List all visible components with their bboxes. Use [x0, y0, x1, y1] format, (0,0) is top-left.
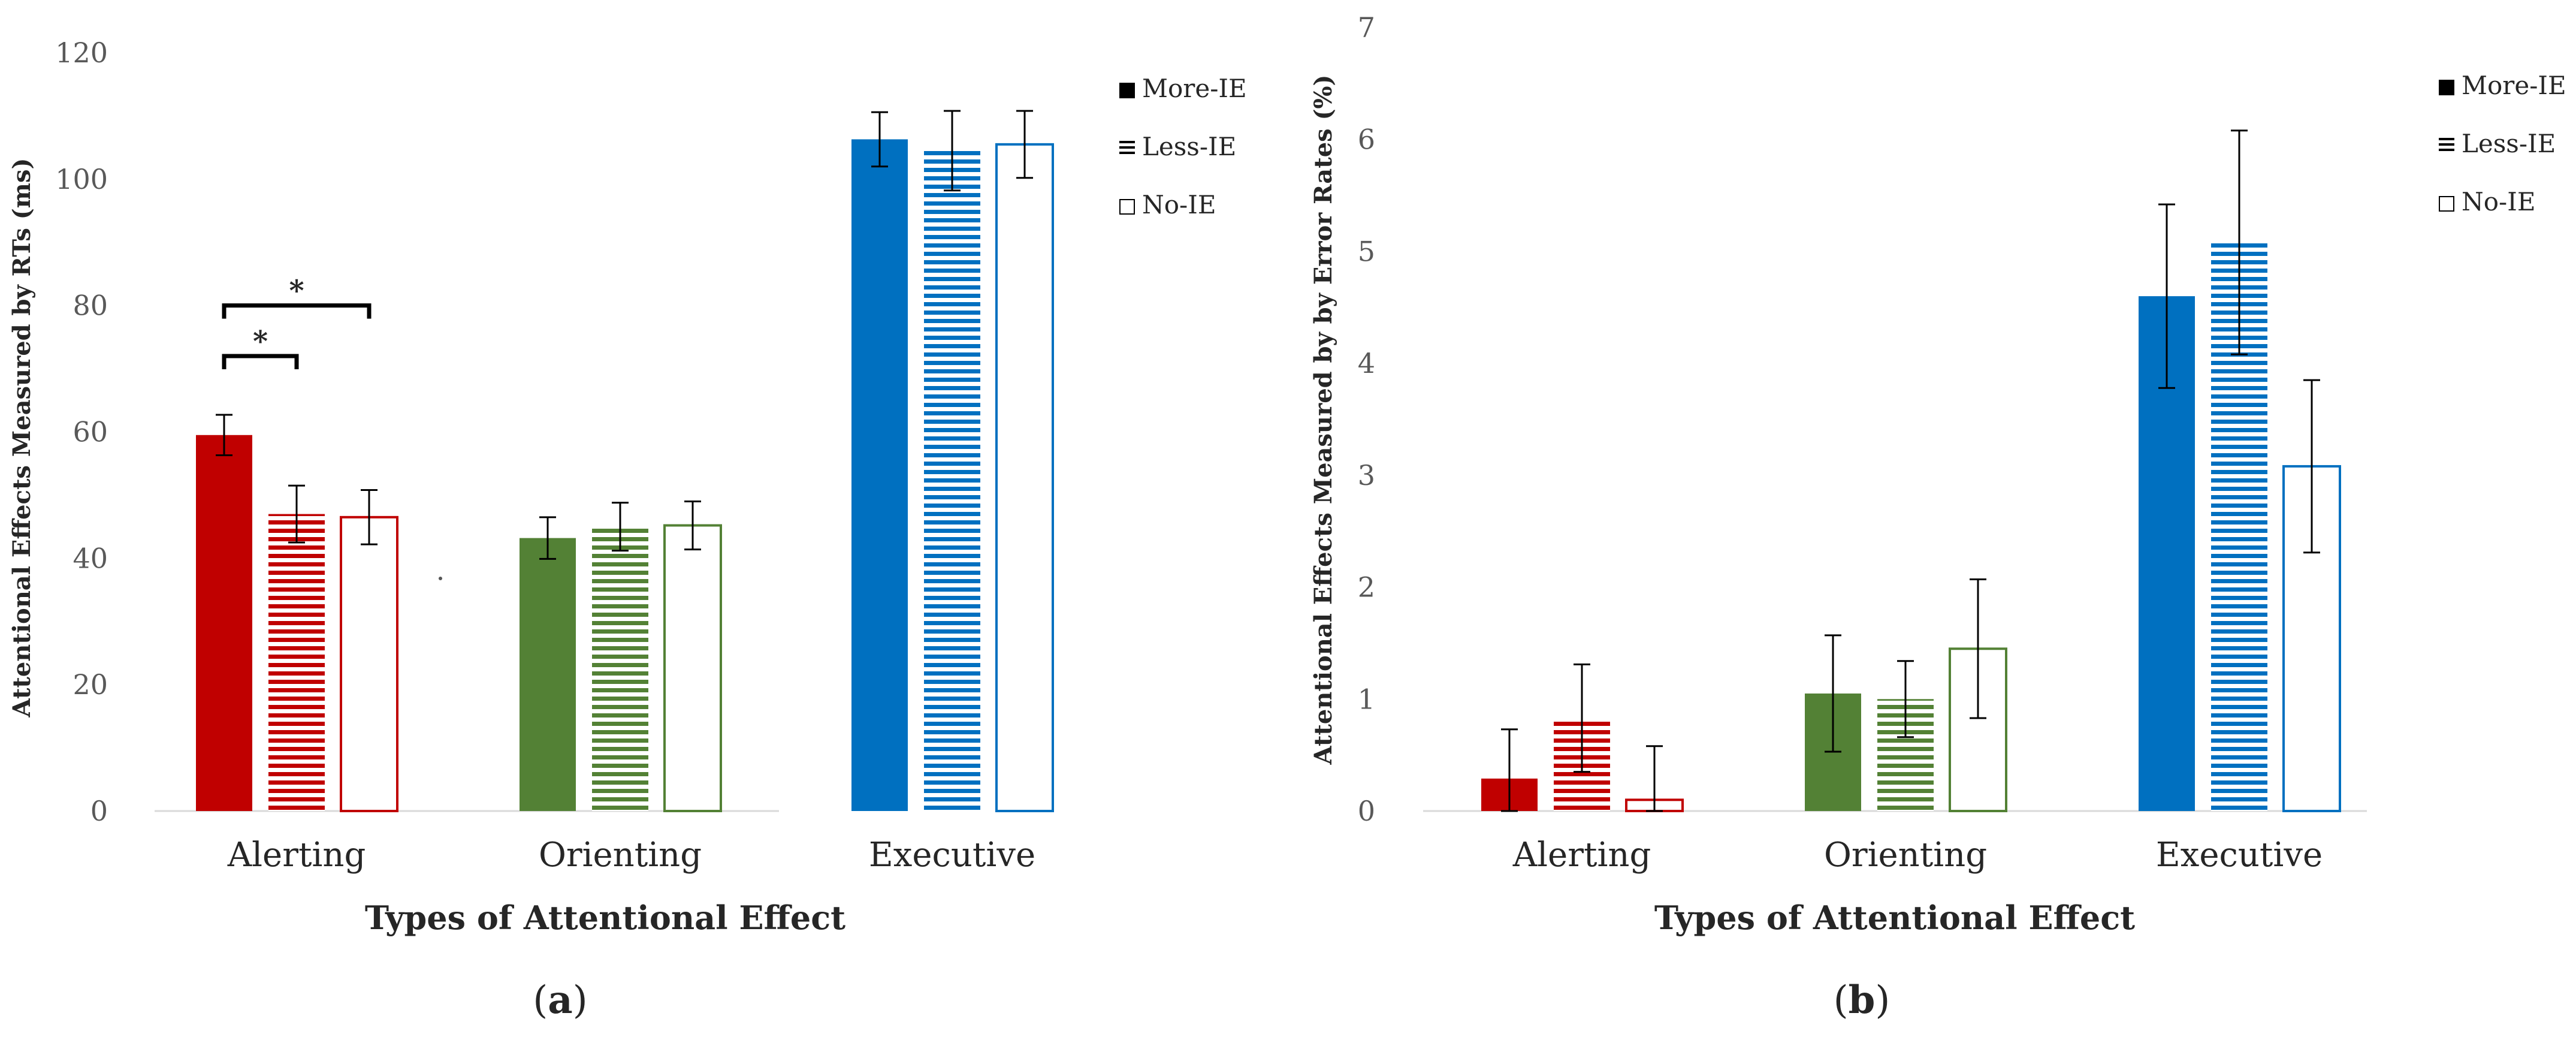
significance-star: *	[289, 275, 304, 308]
y-tick-label: 60	[73, 416, 108, 448]
legend-swatch-stripe	[1119, 146, 1135, 149]
x-axis-title: Types of Attentional Effect	[1654, 899, 2135, 937]
x-axis-title: Types of Attentional Effect	[365, 899, 845, 937]
y-tick-label: 100	[55, 163, 108, 195]
legend: More-IE Less-IE No-IE	[1119, 74, 1247, 219]
bar-alerting-more-ie	[196, 435, 252, 811]
bar-orienting-more-ie	[520, 538, 576, 811]
legend-swatch-stripe	[2439, 138, 2454, 140]
category-label-alerting: Alerting	[227, 836, 366, 875]
bar-orienting-less-ie	[592, 526, 648, 811]
y-tick-label: 6	[1358, 123, 1375, 156]
chart-a: 0 20 40 60 80 100 120 Alerting Orienting Executiv…	[8, 37, 1247, 1023]
category-label-executive: Executive	[2156, 836, 2323, 875]
y-tick-label: 3	[1358, 459, 1375, 492]
legend-label: More-IE	[2462, 71, 2566, 100]
significance-bracket	[222, 354, 299, 369]
bar-orienting-no-ie	[663, 524, 722, 812]
significance-bracket	[222, 303, 372, 319]
y-tick-label: 5	[1358, 235, 1375, 267]
legend-swatch-hollow	[1119, 199, 1135, 215]
legend-label: Less-IE	[2462, 129, 2556, 158]
panel-letter: b	[1849, 978, 1876, 1023]
stray-dot	[439, 577, 442, 580]
y-tick-label: 80	[73, 290, 108, 322]
legend-label: Less-IE	[1142, 132, 1236, 161]
legend-label: No-IE	[2462, 187, 2535, 216]
category-label-orienting: Orienting	[1824, 836, 1987, 875]
y-tick-label: 1	[1358, 683, 1375, 715]
legend-label: More-IE	[1142, 74, 1247, 103]
y-tick-label: 40	[73, 542, 108, 574]
category-label-orienting: Orienting	[539, 836, 702, 875]
y-tick-label: 0	[90, 795, 108, 827]
legend-swatch-stripe	[2439, 149, 2454, 151]
y-tick-label: 0	[1358, 795, 1375, 827]
legend-label: No-IE	[1142, 190, 1216, 219]
panel-label: (a)	[533, 978, 587, 1023]
y-tick-label: 120	[55, 37, 108, 69]
legend-swatch-stripe	[2439, 143, 2454, 146]
significance-star: *	[253, 325, 268, 358]
legend-swatch-solid	[2439, 80, 2454, 95]
y-tick-label: 20	[73, 668, 108, 701]
bar-executive-no-ie	[995, 143, 1054, 813]
panel-letter: a	[548, 978, 572, 1023]
category-label-executive: Executive	[869, 836, 1035, 875]
y-axis-title: Attentional Effects Measured by RTs (ms)	[8, 158, 36, 718]
y-axis-title: Attentional Effects Measured by by Error…	[1309, 75, 1337, 765]
legend-swatch-solid	[1119, 83, 1135, 98]
bar-alerting-no-ie	[340, 516, 398, 812]
chart-b: 0 1 2 3 4 5 6 7 Alerting Orienting Executive Attent…	[1309, 11, 2566, 1023]
y-tick-label: 2	[1358, 571, 1375, 604]
category-label-alerting: Alerting	[1512, 836, 1651, 875]
bar-executive-more-ie	[851, 139, 908, 811]
legend-swatch-stripe	[1119, 152, 1135, 154]
bar-executive-less-ie	[924, 150, 980, 811]
bar-alerting-less-ie	[268, 514, 325, 811]
legend-swatch-hollow	[2439, 196, 2454, 212]
legend: More-IE Less-IE No-IE	[2439, 71, 2566, 216]
panel-label: (b)	[1834, 978, 1891, 1023]
y-tick-label: 4	[1358, 347, 1375, 379]
legend-swatch-stripe	[1119, 141, 1135, 143]
y-tick-label: 7	[1358, 11, 1375, 44]
